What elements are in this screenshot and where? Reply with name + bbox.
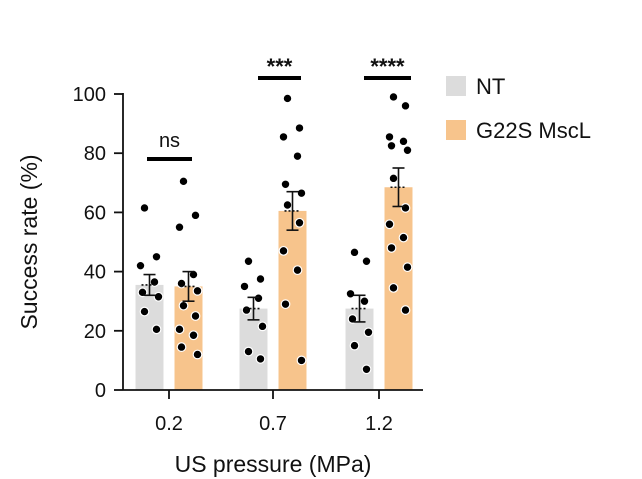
- data-point: [239, 281, 250, 292]
- error-bar: [245, 296, 262, 321]
- data-point: [135, 260, 146, 271]
- significance-label: ****: [370, 54, 405, 79]
- data-point: [282, 93, 293, 104]
- significance-marker: ns: [147, 130, 192, 161]
- bars-layer: [135, 187, 413, 390]
- y-tick-label: 60: [84, 202, 106, 224]
- significance-layer: ns*** ****: [147, 54, 411, 161]
- data-point: [296, 355, 307, 366]
- significance-label: ns: [159, 130, 180, 152]
- data-point: [280, 179, 291, 190]
- data-point: [139, 306, 150, 317]
- data-point: [278, 132, 289, 142]
- data-point: [386, 140, 397, 151]
- data-point: [345, 288, 356, 299]
- data-point: [359, 296, 370, 307]
- data-point: [139, 203, 150, 213]
- legend-label: G22S MscL: [476, 118, 591, 143]
- data-point: [402, 145, 413, 156]
- points-layer: [135, 92, 413, 375]
- data-point: [174, 324, 185, 335]
- data-point: [398, 136, 409, 147]
- data-point: [178, 176, 189, 187]
- data-point: [384, 132, 395, 142]
- data-point: [386, 243, 397, 253]
- data-point: [296, 188, 307, 199]
- x-tick-label: 1.2: [365, 413, 393, 435]
- legend: NT G22S MscL: [446, 74, 591, 143]
- y-tick-label: 0: [95, 380, 106, 402]
- legend-item-g22s: G22S MscL: [446, 118, 591, 143]
- data-point: [361, 364, 372, 375]
- data-point: [361, 256, 372, 267]
- data-point: [243, 256, 254, 267]
- y-axis-label: Success rate (%): [16, 154, 42, 329]
- data-point: [349, 340, 360, 351]
- data-point: [257, 321, 268, 332]
- data-point: [174, 222, 185, 233]
- data-point: [137, 287, 148, 298]
- data-point: [282, 200, 293, 210]
- error-bar: [180, 270, 197, 303]
- data-point: [400, 305, 411, 315]
- data-point: [388, 282, 399, 293]
- error-bar: [390, 167, 407, 208]
- bar-nt-0: [135, 284, 164, 390]
- data-point: [255, 274, 266, 284]
- data-point: [400, 203, 411, 213]
- error-bar: [351, 294, 368, 323]
- errorbars-layer: [141, 167, 407, 323]
- data-point: [176, 342, 187, 352]
- data-point: [178, 300, 189, 311]
- data-point: [278, 245, 289, 256]
- data-point: [388, 92, 399, 102]
- data-point: [190, 311, 201, 321]
- data-point: [188, 330, 199, 341]
- data-point: [153, 291, 164, 302]
- data-point: [151, 324, 162, 335]
- bar-nt-1: [239, 308, 268, 390]
- data-point: [280, 299, 291, 310]
- y-axis: 0 20 40 60 80 100: [73, 84, 124, 402]
- error-bar: [141, 273, 158, 297]
- data-point: [176, 278, 187, 289]
- data-point: [349, 247, 360, 258]
- y-tick-label: 100: [73, 84, 106, 106]
- legend-item-nt: NT: [446, 74, 505, 99]
- data-point: [253, 293, 264, 304]
- data-point: [402, 262, 413, 273]
- data-point: [192, 285, 203, 296]
- x-tick-label: 0.2: [155, 413, 183, 435]
- data-point: [190, 210, 201, 221]
- data-point: [292, 151, 303, 162]
- significance-label: ***: [267, 54, 293, 79]
- legend-swatch: [446, 76, 466, 96]
- data-point: [241, 305, 252, 315]
- x-tick-label: 0.7: [259, 413, 287, 435]
- data-point: [243, 346, 254, 357]
- legend-swatch: [446, 120, 466, 140]
- data-point: [151, 251, 162, 262]
- data-point: [347, 314, 358, 324]
- data-point: [294, 217, 305, 228]
- data-point: [255, 354, 266, 364]
- y-tick-label: 40: [84, 262, 106, 284]
- error-bar: [284, 190, 301, 231]
- x-axis: 0.2 0.7 1.2: [123, 389, 423, 435]
- data-point: [192, 349, 203, 360]
- data-point: [398, 232, 409, 243]
- data-point: [292, 265, 303, 276]
- data-point: [388, 173, 399, 184]
- y-tick-label: 20: [84, 321, 106, 343]
- y-tick-label: 80: [84, 143, 106, 165]
- significance-marker: ****: [364, 54, 411, 80]
- legend-label: NT: [476, 74, 505, 99]
- significance-marker: ***: [258, 54, 301, 80]
- x-axis-label: US pressure (MPa): [175, 451, 372, 477]
- data-point: [384, 219, 395, 230]
- data-point: [363, 327, 374, 338]
- data-point: [294, 123, 305, 133]
- data-point: [400, 100, 411, 111]
